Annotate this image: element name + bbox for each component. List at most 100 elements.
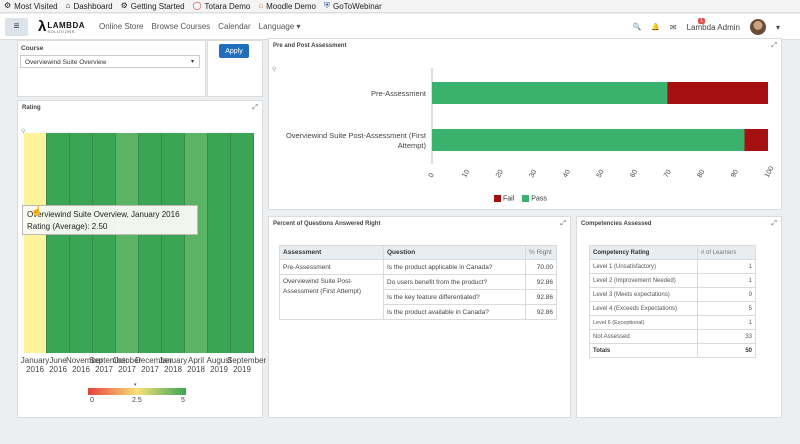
col-assessment[interactable]: Assessment: [279, 245, 384, 260]
search-icon[interactable]: 🔍: [632, 24, 642, 31]
user-name[interactable]: Lambda Admin: [686, 22, 740, 32]
x-tick-label: November 2016: [66, 356, 103, 375]
table-row: Not Assessed 33: [589, 329, 756, 344]
x-tick-label: 100: [764, 165, 776, 179]
cell-assessment: Overviewind Suite Post-Assessment (First…: [279, 274, 384, 320]
cell-pct: 70.00: [525, 259, 557, 275]
bookmark-most-visited[interactable]: ⚙ Most Visited: [4, 2, 58, 11]
nav-online-store[interactable]: Online Store: [99, 22, 144, 31]
gear-icon: ⚙: [120, 1, 128, 10]
competencies-title: Competencies Assessed: [581, 221, 652, 227]
logo[interactable]: λ LAMBDA SOLUTIONS: [38, 19, 85, 34]
cell-count: 9: [697, 287, 756, 302]
x-tick-label: 80: [696, 169, 706, 179]
col-learners[interactable]: # of Learners: [697, 245, 756, 260]
table-row: Is the product available in Canada? 92.8…: [280, 304, 557, 320]
cell-pct: 92.86: [525, 274, 557, 290]
bookmark-dashboard[interactable]: ⌂ Dashboard: [66, 2, 113, 11]
bell-icon[interactable]: 🔔: [651, 24, 660, 31]
x-tick-label: October 2017: [112, 356, 142, 375]
heatmap-cell[interactable]: [47, 133, 70, 353]
assessment-title: Pre and Post Assessment: [273, 43, 347, 49]
course-select[interactable]: Overviewind Suite Overview ▾: [20, 55, 200, 68]
menu-button[interactable]: ≡: [5, 17, 28, 36]
expand-icon[interactable]: ⤢: [560, 220, 566, 227]
col-question[interactable]: Question: [383, 245, 526, 260]
bar-fail[interactable]: [667, 82, 768, 104]
x-tick-label: August 2019: [206, 356, 232, 375]
gear-icon: ⚙: [4, 1, 12, 10]
circle-icon: ◯: [192, 1, 202, 10]
cell-count: 33: [697, 329, 756, 344]
assessment-legend: Fail Pass: [494, 195, 547, 202]
rating-color-scale: [88, 388, 186, 395]
cell-rating: Level 4 (Exceeds Expectations): [589, 301, 698, 316]
x-tick-label: April 2018: [187, 356, 205, 375]
col-pct-right[interactable]: % Right: [525, 245, 557, 260]
category-label: Overviewind Suite Post-Assessment (First: [286, 131, 427, 140]
avatar[interactable]: [749, 19, 766, 35]
logo-text-block: LAMBDA SOLUTIONS: [47, 22, 85, 34]
nav-links: Online Store Browse Courses Calendar Lan…: [99, 22, 300, 31]
expand-icon[interactable]: ⤢: [771, 42, 777, 49]
table-header-row: Assessment Question % Right: [279, 245, 557, 260]
category-label: Attempt): [398, 141, 427, 150]
bar-pass[interactable]: [432, 82, 668, 104]
bookmark-totara-demo[interactable]: ◯ Totara Demo: [193, 2, 251, 11]
chart-toolbar-icon[interactable]: ⚲: [272, 67, 277, 73]
legend-pass[interactable]: Pass: [522, 195, 547, 202]
cell-count: 1: [697, 315, 756, 330]
bar-fail[interactable]: [744, 129, 768, 151]
cell-rating: Level 1 (Unsatisfactory): [589, 259, 698, 274]
nav-calendar[interactable]: Calendar: [218, 22, 251, 31]
course-filter-panel: [17, 40, 206, 97]
bookmark-getting-started[interactable]: ⚙ Getting Started: [121, 2, 185, 11]
cell-count: 1: [697, 273, 756, 288]
competencies-table: Competency Rating # of Learners Level 1 …: [589, 245, 756, 358]
bar-pass[interactable]: [432, 129, 745, 151]
heatmap-cell[interactable]: [116, 133, 139, 353]
apply-button[interactable]: Apply: [219, 44, 249, 58]
table-row: Level 1 (Unsatisfactory) 1: [589, 259, 756, 274]
chart-toolbar-icon[interactable]: ⚲: [21, 129, 26, 135]
bookmark-label: Getting Started: [130, 1, 185, 11]
cell-pct: 92.86: [525, 289, 557, 305]
message-icon[interactable]: ✉: [669, 22, 677, 32]
heatmap-cell[interactable]: [162, 133, 185, 353]
heatmap-cell[interactable]: [24, 133, 47, 353]
bookmark-gotowebinar[interactable]: ⛨ GoToWebinar: [324, 2, 382, 11]
rating-title: Rating: [22, 105, 41, 111]
bookmark-moodle-demo[interactable]: ⌂ Moodle Demo: [258, 2, 316, 11]
cell-pct: 92.86: [525, 304, 557, 320]
nav-browse-courses[interactable]: Browse Courses: [151, 22, 211, 31]
home-icon: ⌂: [65, 1, 71, 10]
expand-icon[interactable]: ⤢: [252, 104, 258, 111]
legend-fail-swatch: [494, 195, 501, 202]
x-tick-label: June 2016: [49, 356, 67, 375]
heatmap-cell[interactable]: [139, 133, 162, 353]
x-tick-label: 30: [528, 169, 538, 179]
message-badge: 1: [698, 18, 705, 24]
cell-rating: Level 3 (Meets expectations): [589, 287, 698, 302]
bookmark-label: Totara Demo: [204, 1, 251, 11]
cell-rating: Totals: [589, 343, 698, 358]
heatmap-cell[interactable]: [185, 133, 208, 353]
heatmap-cell[interactable]: [208, 133, 231, 353]
tooltip-value: Rating (Average): 2.50: [27, 222, 108, 231]
scale-min-label: 0: [90, 397, 94, 404]
cell-question: Is the key feature differentiated?: [383, 289, 526, 305]
expand-icon[interactable]: ⤢: [771, 220, 777, 227]
heatmap-cell[interactable]: [93, 133, 116, 353]
table-row: Totals 50: [589, 343, 756, 358]
heatmap-cell[interactable]: [70, 133, 93, 353]
user-menu-caret-icon[interactable]: ▾: [775, 22, 780, 32]
category-label: Pre-Assessment: [371, 89, 427, 98]
nav-language[interactable]: Language ▾: [258, 22, 301, 31]
legend-fail[interactable]: Fail: [494, 195, 514, 202]
col-competency-rating[interactable]: Competency Rating: [589, 245, 698, 260]
assessment-chart: Pre-Assessment Overviewind Suite Post-Ass…: [286, 68, 776, 179]
table-row: Overviewind Suite Post-Assessment (First…: [279, 274, 557, 320]
x-tick-label: 70: [663, 169, 673, 179]
course-label: Course: [21, 45, 44, 52]
heatmap-cell[interactable]: [231, 133, 254, 353]
